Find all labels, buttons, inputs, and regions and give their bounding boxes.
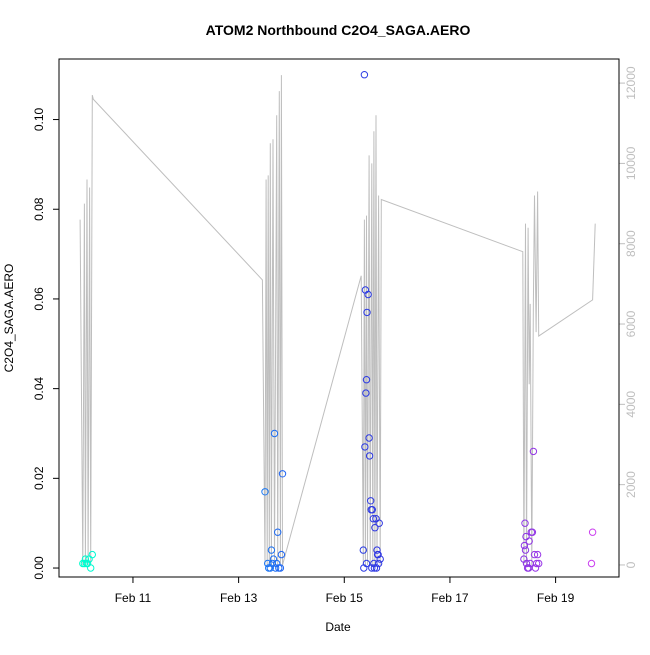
- y-tick-label: 0.10: [32, 107, 46, 131]
- y-tick-label: 0.04: [32, 377, 46, 401]
- data-point: [529, 447, 538, 456]
- data-point: [368, 564, 376, 572]
- x-tick-label: Feb 13: [220, 591, 258, 605]
- data-point: [373, 546, 381, 554]
- data-point: [369, 515, 377, 523]
- data-point: [87, 564, 95, 572]
- y-tick-label: 0.06: [32, 287, 46, 311]
- data-point: [267, 546, 276, 554]
- data-point: [588, 528, 597, 536]
- chart-title: ATOM2 Northbound C2O4_SAGA.AERO: [206, 22, 471, 38]
- data-point: [277, 550, 286, 559]
- data-point: [270, 429, 279, 438]
- x-tick-label: Feb 15: [326, 591, 364, 605]
- y2-tick-label: 12000: [624, 66, 638, 100]
- data-point: [528, 528, 537, 536]
- y2-tick-label: 0: [624, 561, 638, 568]
- plot-frame: [58, 58, 620, 578]
- data-point: [535, 559, 543, 568]
- y2-tick-label: 10000: [624, 146, 638, 180]
- data-point: [81, 555, 90, 563]
- data-point: [370, 564, 379, 572]
- data-point: [587, 559, 596, 568]
- y2-tick-label: 8000: [624, 230, 638, 257]
- y-axis-label: C2O4_SAGA.AERO: [2, 264, 16, 373]
- x-axis-label: Date: [325, 620, 351, 634]
- y-tick-label: 0.00: [32, 556, 46, 580]
- data-point: [373, 550, 382, 559]
- data-point: [371, 524, 379, 532]
- data-point: [363, 308, 371, 317]
- data-point: [271, 564, 280, 572]
- data-point: [276, 564, 285, 572]
- data-point: [372, 564, 381, 572]
- data-point: [80, 559, 89, 568]
- y-tick-label: 0.08: [32, 197, 46, 221]
- data-point: [362, 559, 371, 568]
- data-point: [365, 434, 373, 442]
- data-point: [521, 546, 530, 554]
- axes-group: Feb 11 Feb 13 Feb 15 Feb 17 Feb 19 0.00 0.02 0.…: [32, 66, 638, 605]
- data-point: [530, 550, 539, 559]
- data-point: [375, 519, 383, 527]
- data-point: [261, 488, 269, 496]
- data-point: [520, 541, 529, 550]
- data-point: [362, 376, 371, 384]
- data-point: [266, 564, 274, 572]
- data-point: [367, 497, 375, 505]
- data-point: [368, 506, 376, 514]
- data-point: [273, 559, 281, 568]
- x-tick-label: Feb 17: [431, 591, 469, 605]
- data-point: [532, 559, 541, 568]
- x-tick-label: Feb 19: [537, 591, 575, 605]
- data-point: [361, 443, 369, 451]
- data-point: [88, 550, 97, 559]
- x-tick-label: Feb 11: [115, 591, 152, 605]
- data-point: [522, 559, 531, 568]
- data-points-group: [79, 71, 597, 572]
- y2-tick-label: 4000: [624, 391, 638, 418]
- right-axis-series-line-group: [79, 75, 596, 566]
- data-point: [360, 71, 369, 79]
- data-point: [278, 470, 287, 478]
- data-point: [359, 546, 367, 554]
- y2-tick-label: 2000: [624, 471, 638, 498]
- y2-tick-label: 6000: [624, 310, 638, 337]
- data-point: [364, 290, 372, 299]
- data-point: [525, 537, 533, 545]
- data-point: [365, 452, 374, 460]
- y-tick-label: 0.02: [32, 466, 46, 490]
- data-point: [533, 550, 542, 559]
- data-point: [274, 528, 282, 536]
- right-axis-series-line: [79, 75, 596, 566]
- data-point: [362, 389, 370, 397]
- data-point: [521, 519, 529, 527]
- data-point: [374, 559, 383, 568]
